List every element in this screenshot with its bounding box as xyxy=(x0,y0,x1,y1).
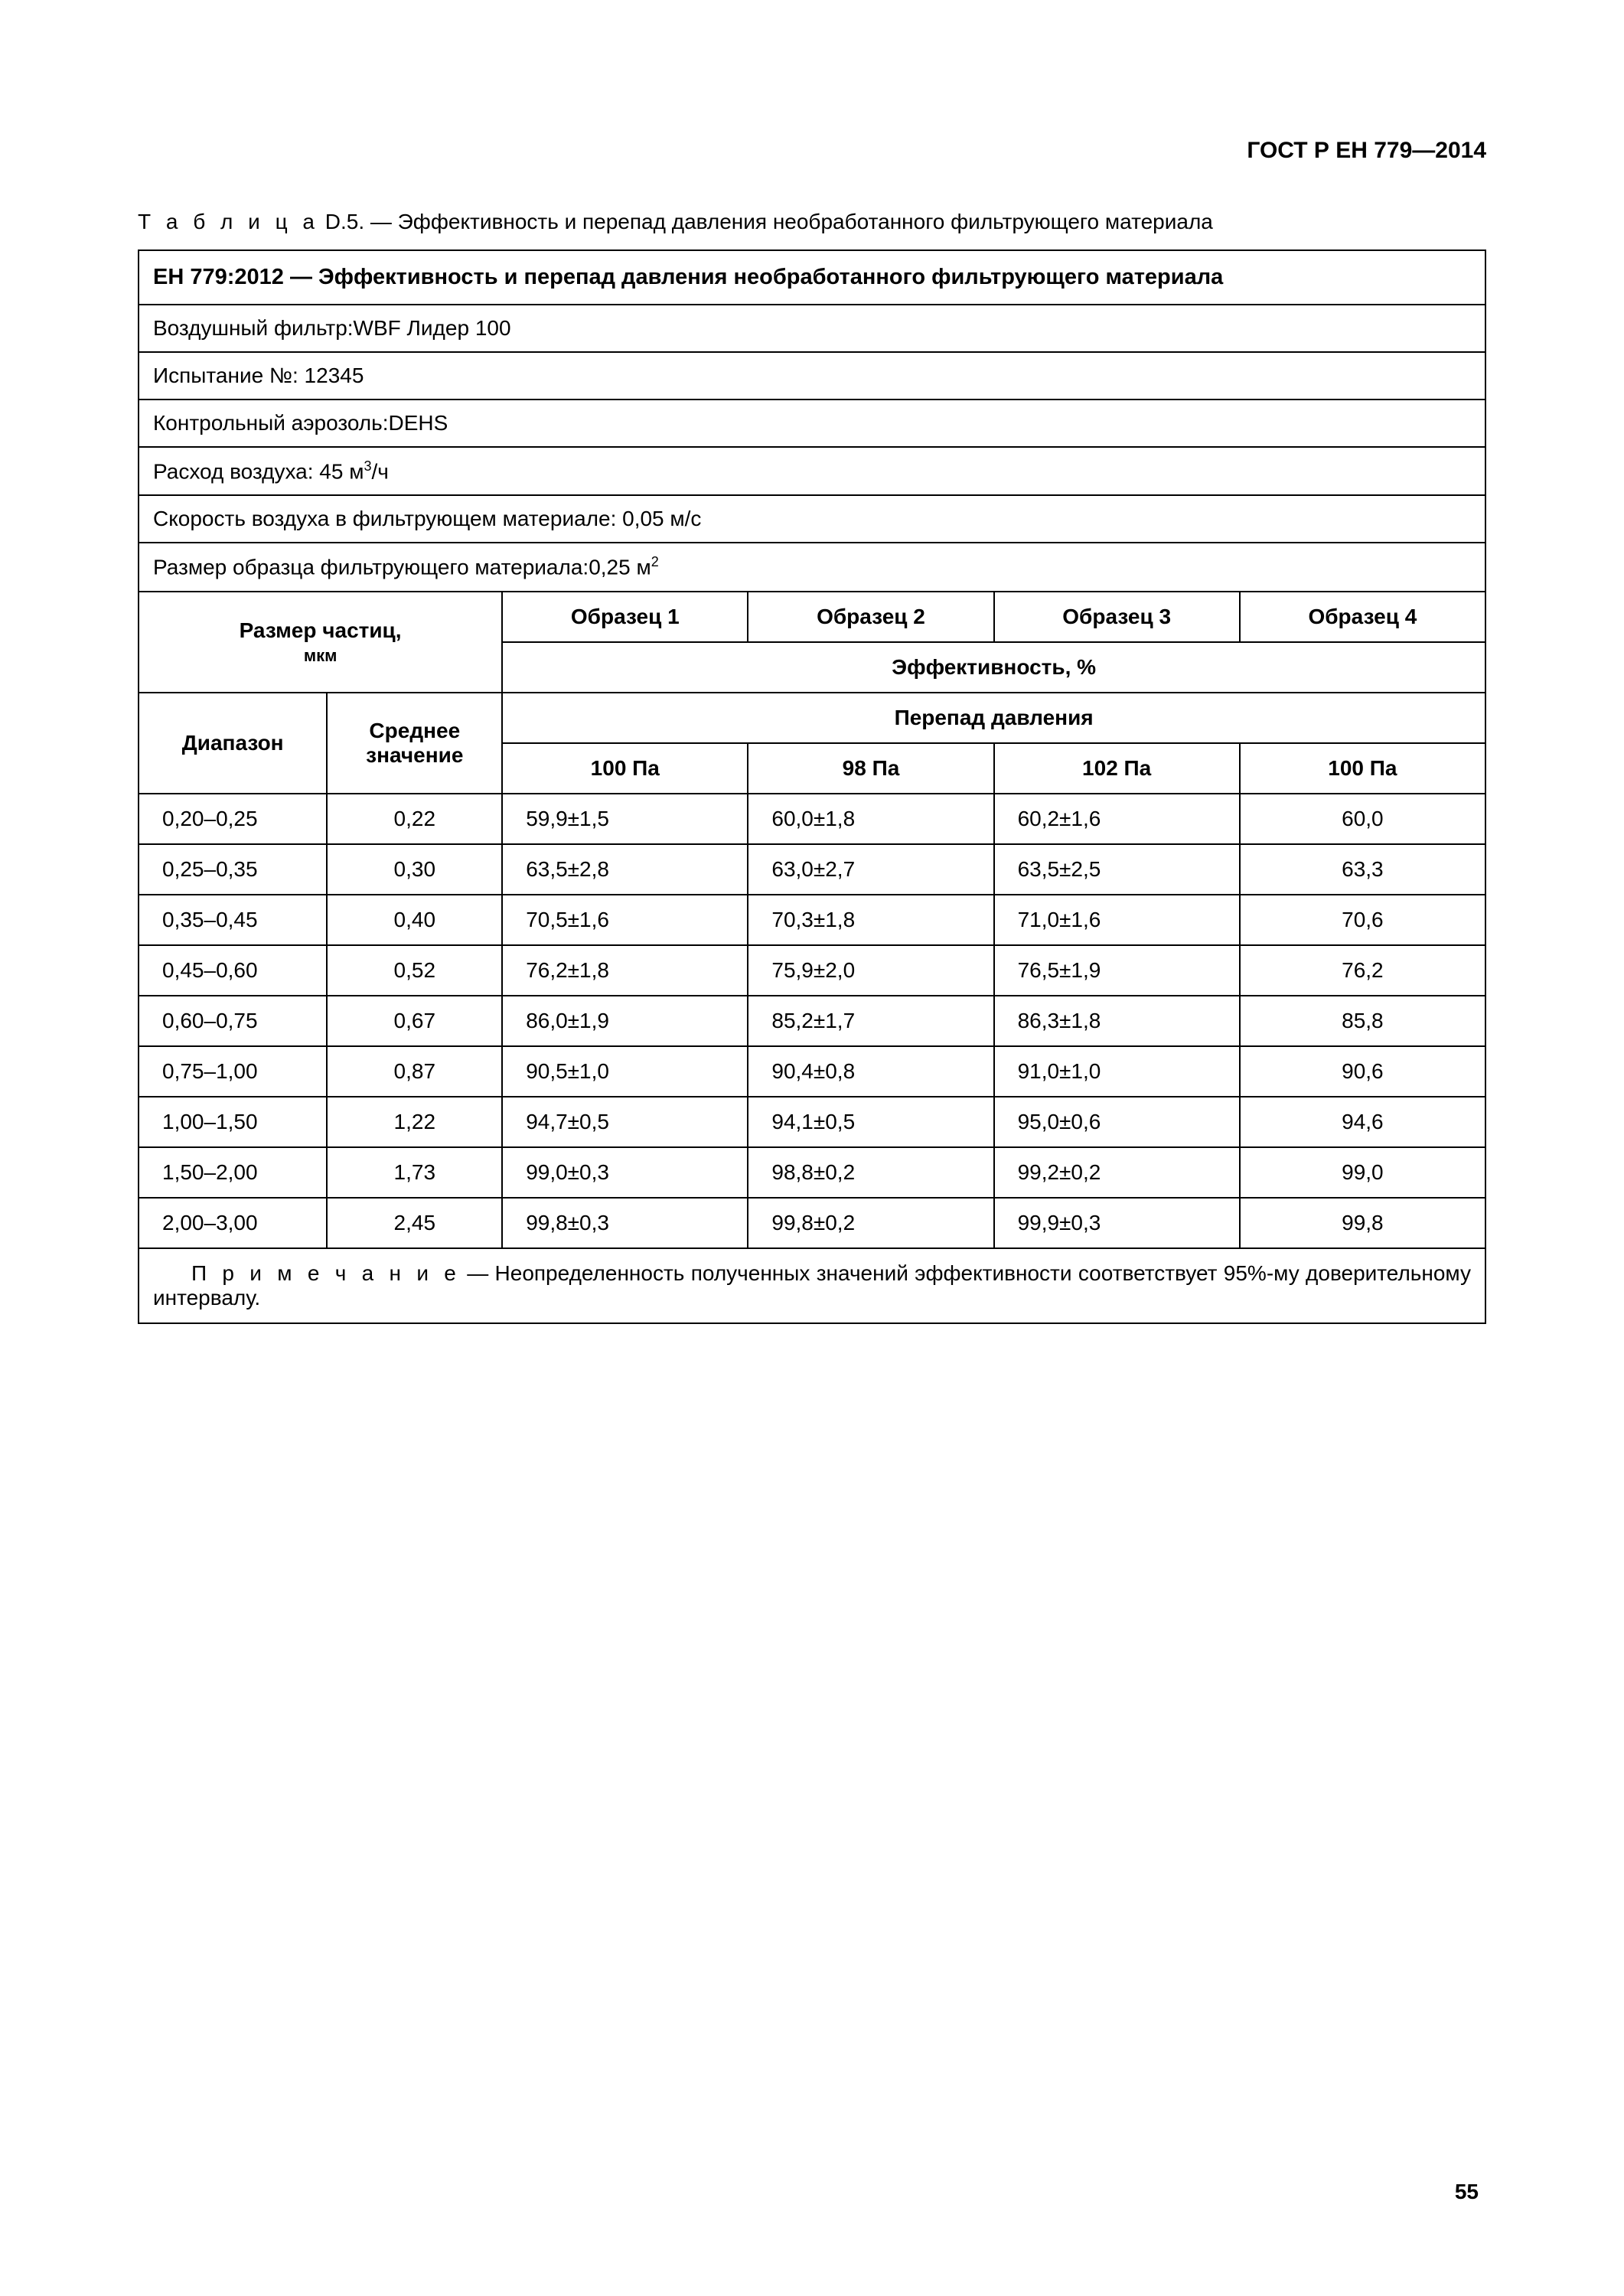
table-cell: 1,50–2,00 xyxy=(139,1147,327,1198)
table-cell: 0,20–0,25 xyxy=(139,794,327,844)
table-cell: 63,5±2,5 xyxy=(994,844,1240,895)
table-cell: 0,60–0,75 xyxy=(139,996,327,1046)
table-cell: 94,6 xyxy=(1240,1097,1485,1147)
table-cell: 85,8 xyxy=(1240,996,1485,1046)
table-cell: 0,67 xyxy=(327,996,502,1046)
info-airflow-sup: 3 xyxy=(364,458,371,474)
table-note: П р и м е ч а н и е — Неопределенность п… xyxy=(139,1248,1485,1323)
caption-rest: D.5. — Эффективность и перепад давления … xyxy=(319,210,1213,233)
table-cell: 63,3 xyxy=(1240,844,1485,895)
table-cell: 86,0±1,9 xyxy=(502,996,748,1046)
table-cell: 0,30 xyxy=(327,844,502,895)
info-aerosol: Контрольный аэрозоль:DEHS xyxy=(139,400,1485,447)
info-sample-size-pre: Размер образца фильтрующего материала:0,… xyxy=(153,556,651,579)
header-particle-size: Размер частиц, мкм xyxy=(139,592,502,693)
table-cell: 76,2 xyxy=(1240,945,1485,996)
table-cell: 2,45 xyxy=(327,1198,502,1248)
table-cell: 94,1±0,5 xyxy=(748,1097,993,1147)
table-cell: 0,25–0,35 xyxy=(139,844,327,895)
note-label: П р и м е ч а н и е xyxy=(191,1261,461,1285)
table-row: 0,45–0,600,5276,2±1,875,9±2,076,5±1,976,… xyxy=(139,945,1485,996)
table-cell: 70,5±1,6 xyxy=(502,895,748,945)
table-cell: 91,0±1,0 xyxy=(994,1046,1240,1097)
header-particle-unit: мкм xyxy=(147,646,494,666)
table-row: 0,75–1,000,8790,5±1,090,4±0,891,0±1,090,… xyxy=(139,1046,1485,1097)
header-pressure-4: 100 Па xyxy=(1240,743,1485,794)
table-row: 1,00–1,501,2294,7±0,594,1±0,595,0±0,694,… xyxy=(139,1097,1485,1147)
header-pressure-1: 100 Па xyxy=(502,743,748,794)
info-sample-size: Размер образца фильтрующего материала:0,… xyxy=(139,543,1485,591)
table-cell: 2,00–3,00 xyxy=(139,1198,327,1248)
table-cell: 99,8±0,3 xyxy=(502,1198,748,1248)
table-title: ЕН 779:2012 — Эффективность и перепад да… xyxy=(139,250,1485,305)
table-cell: 90,6 xyxy=(1240,1046,1485,1097)
table-cell: 90,5±1,0 xyxy=(502,1046,748,1097)
info-airflow-post: /ч xyxy=(371,459,388,483)
header-sample1: Образец 1 xyxy=(502,592,748,642)
table-row: 1,50–2,001,7399,0±0,398,8±0,299,2±0,299,… xyxy=(139,1147,1485,1198)
page-number: 55 xyxy=(1455,2180,1479,2204)
header-sample3: Образец 3 xyxy=(994,592,1240,642)
table-cell: 0,22 xyxy=(327,794,502,844)
table-row: 0,25–0,350,3063,5±2,863,0±2,763,5±2,563,… xyxy=(139,844,1485,895)
header-range: Диапазон xyxy=(139,693,327,794)
table-cell: 99,0 xyxy=(1240,1147,1485,1198)
table-cell: 0,45–0,60 xyxy=(139,945,327,996)
table-cell: 1,00–1,50 xyxy=(139,1097,327,1147)
table-cell: 71,0±1,6 xyxy=(994,895,1240,945)
table-cell: 99,9±0,3 xyxy=(994,1198,1240,1248)
table-cell: 0,75–1,00 xyxy=(139,1046,327,1097)
document-page: ГОСТ Р ЕН 779—2014 Т а б л и ц а D.5. — … xyxy=(0,0,1624,2296)
info-test-no: Испытание №: 12345 xyxy=(139,352,1485,400)
table-cell: 63,0±2,7 xyxy=(748,844,993,895)
table-row: 2,00–3,002,4599,8±0,399,8±0,299,9±0,399,… xyxy=(139,1198,1485,1248)
table-cell: 99,8 xyxy=(1240,1198,1485,1248)
table-cell: 63,5±2,8 xyxy=(502,844,748,895)
header-sample2: Образец 2 xyxy=(748,592,993,642)
table-cell: 76,5±1,9 xyxy=(994,945,1240,996)
info-sample-size-sup: 2 xyxy=(651,554,659,569)
caption-prefix: Т а б л и ц а xyxy=(138,210,319,233)
table-cell: 86,3±1,8 xyxy=(994,996,1240,1046)
table-cell: 90,4±0,8 xyxy=(748,1046,993,1097)
table-cell: 70,6 xyxy=(1240,895,1485,945)
table-cell: 94,7±0,5 xyxy=(502,1097,748,1147)
document-standard-header: ГОСТ Р ЕН 779—2014 xyxy=(138,138,1486,164)
header-mean: Среднее значение xyxy=(327,693,502,794)
header-efficiency: Эффективность, % xyxy=(502,642,1485,693)
table-cell: 0,52 xyxy=(327,945,502,996)
table-cell: 60,0±1,8 xyxy=(748,794,993,844)
header-pressure-2: 98 Па xyxy=(748,743,993,794)
table-cell: 1,73 xyxy=(327,1147,502,1198)
efficiency-table: ЕН 779:2012 — Эффективность и перепад да… xyxy=(138,249,1486,1324)
table-cell: 95,0±0,6 xyxy=(994,1097,1240,1147)
header-pressure-drop: Перепад давления xyxy=(502,693,1485,743)
table-cell: 76,2±1,8 xyxy=(502,945,748,996)
table-cell: 99,2±0,2 xyxy=(994,1147,1240,1198)
info-filter: Воздушный фильтр:WBF Лидер 100 xyxy=(139,305,1485,352)
header-particle-size-label: Размер частиц, xyxy=(240,618,402,642)
table-cell: 99,8±0,2 xyxy=(748,1198,993,1248)
table-cell: 59,9±1,5 xyxy=(502,794,748,844)
info-velocity: Скорость воздуха в фильтрующем материале… xyxy=(139,495,1485,543)
table-cell: 60,2±1,6 xyxy=(994,794,1240,844)
table-cell: 85,2±1,7 xyxy=(748,996,993,1046)
table-cell: 60,0 xyxy=(1240,794,1485,844)
table-cell: 1,22 xyxy=(327,1097,502,1147)
table-cell: 70,3±1,8 xyxy=(748,895,993,945)
table-row: 0,60–0,750,6786,0±1,985,2±1,786,3±1,885,… xyxy=(139,996,1485,1046)
info-airflow-pre: Расход воздуха: 45 м xyxy=(153,459,364,483)
table-cell: 0,87 xyxy=(327,1046,502,1097)
table-cell: 98,8±0,2 xyxy=(748,1147,993,1198)
table-row: 0,20–0,250,2259,9±1,560,0±1,860,2±1,660,… xyxy=(139,794,1485,844)
table-caption: Т а б л и ц а D.5. — Эффективность и пер… xyxy=(138,210,1486,234)
info-airflow: Расход воздуха: 45 м3/ч xyxy=(139,447,1485,495)
header-sample4: Образец 4 xyxy=(1240,592,1485,642)
table-cell: 99,0±0,3 xyxy=(502,1147,748,1198)
table-row: 0,35–0,450,4070,5±1,670,3±1,871,0±1,670,… xyxy=(139,895,1485,945)
table-cell: 0,35–0,45 xyxy=(139,895,327,945)
table-cell: 0,40 xyxy=(327,895,502,945)
table-cell: 75,9±2,0 xyxy=(748,945,993,996)
header-pressure-3: 102 Па xyxy=(994,743,1240,794)
